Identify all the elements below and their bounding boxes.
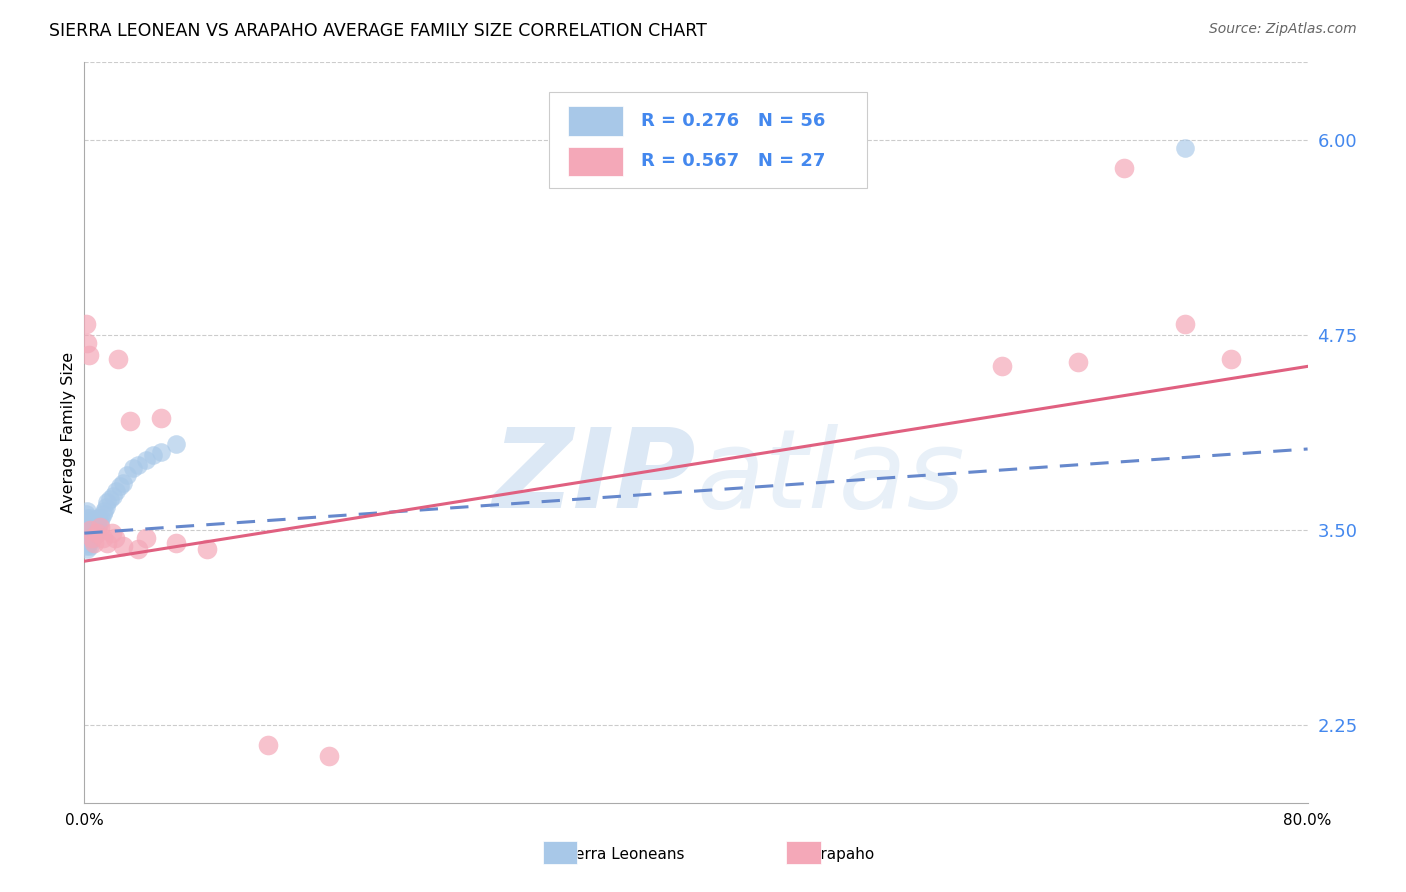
Point: [96, 535, 118, 549]
Point: [80, 531, 103, 545]
Text: Arapaho: Arapaho: [811, 847, 875, 863]
Point: [127, 458, 149, 472]
Point: [80, 520, 103, 534]
Text: ZIP: ZIP: [492, 424, 696, 531]
Point: [84, 514, 107, 528]
Y-axis label: Average Family Size: Average Family Size: [60, 352, 76, 513]
Point: [80, 533, 103, 547]
Point: [142, 448, 165, 462]
Point: [76, 520, 98, 534]
Point: [87, 520, 110, 534]
Point: [75, 523, 97, 537]
Point: [96, 495, 118, 509]
Point: [1174, 318, 1197, 332]
Point: [75, 539, 97, 553]
Point: [94, 500, 117, 514]
Point: [257, 738, 280, 752]
Point: [79, 529, 101, 543]
Point: [79, 523, 101, 537]
Point: [77, 514, 100, 528]
Text: atlas: atlas: [696, 424, 965, 531]
Point: [91, 531, 114, 545]
Point: [135, 531, 157, 545]
Point: [83, 529, 105, 543]
Point: [77, 535, 100, 549]
Point: [77, 349, 100, 363]
Point: [318, 749, 340, 764]
Point: [991, 359, 1014, 374]
Point: [75, 508, 97, 522]
Point: [105, 484, 128, 499]
Point: [80, 526, 103, 541]
Text: Sierra Leoneans: Sierra Leoneans: [561, 847, 685, 863]
Point: [107, 351, 129, 366]
Point: [75, 318, 97, 332]
Point: [76, 504, 98, 518]
Point: [127, 541, 149, 556]
FancyBboxPatch shape: [543, 841, 578, 863]
Point: [1174, 141, 1197, 155]
FancyBboxPatch shape: [550, 92, 868, 188]
Point: [79, 510, 101, 524]
Point: [89, 515, 111, 529]
Point: [83, 523, 105, 537]
Point: [77, 516, 100, 531]
Point: [103, 489, 125, 503]
Point: [149, 445, 172, 459]
Point: [1220, 351, 1243, 366]
Point: [77, 523, 100, 537]
Point: [76, 526, 98, 541]
Point: [83, 516, 105, 531]
Point: [80, 514, 103, 528]
Point: [84, 520, 107, 534]
Point: [86, 516, 108, 531]
Point: [83, 535, 105, 549]
Point: [90, 510, 112, 524]
Point: [165, 535, 187, 549]
Point: [77, 533, 100, 547]
Text: R = 0.276   N = 56: R = 0.276 N = 56: [641, 112, 825, 130]
Point: [1067, 354, 1090, 368]
Text: SIERRA LEONEAN VS ARAPAHO AVERAGE FAMILY SIZE CORRELATION CHART: SIERRA LEONEAN VS ARAPAHO AVERAGE FAMILY…: [49, 22, 707, 40]
Point: [111, 476, 134, 491]
Point: [98, 491, 121, 506]
Point: [1114, 161, 1136, 176]
Point: [120, 414, 142, 428]
Point: [86, 523, 108, 537]
Point: [75, 515, 97, 529]
Point: [76, 510, 98, 524]
FancyBboxPatch shape: [568, 146, 623, 176]
Point: [93, 504, 115, 518]
Point: [79, 523, 101, 537]
Point: [195, 541, 218, 556]
Point: [79, 516, 101, 531]
Point: [87, 510, 110, 524]
Text: Source: ZipAtlas.com: Source: ZipAtlas.com: [1209, 22, 1357, 37]
Point: [77, 526, 100, 541]
Point: [89, 520, 111, 534]
Point: [84, 526, 107, 541]
Point: [76, 535, 98, 549]
Point: [108, 479, 131, 493]
Point: [91, 508, 114, 522]
Point: [76, 336, 98, 351]
Point: [122, 460, 145, 475]
Point: [101, 526, 124, 541]
Point: [149, 410, 172, 425]
Point: [79, 539, 101, 553]
Point: [76, 541, 98, 556]
Point: [135, 453, 157, 467]
Point: [86, 526, 108, 541]
Point: [75, 531, 97, 545]
Point: [76, 529, 98, 543]
FancyBboxPatch shape: [568, 106, 623, 136]
Point: [115, 468, 138, 483]
Text: R = 0.567   N = 27: R = 0.567 N = 27: [641, 153, 825, 170]
Point: [165, 437, 187, 451]
FancyBboxPatch shape: [786, 841, 821, 863]
Point: [111, 539, 134, 553]
Point: [104, 531, 127, 545]
